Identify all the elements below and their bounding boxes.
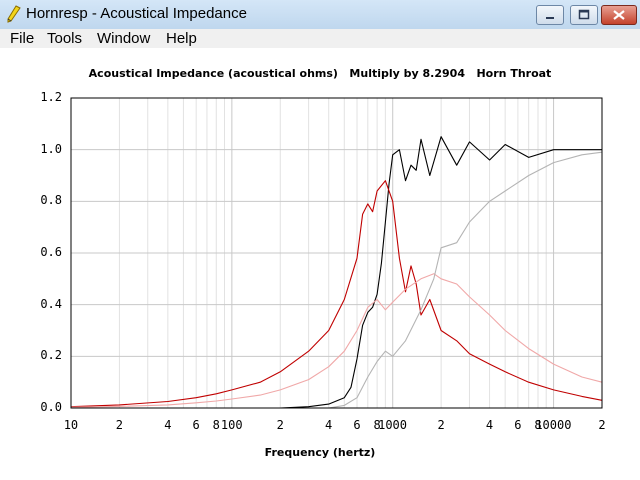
minimize-button[interactable] — [536, 5, 564, 25]
x-tick-label: 6 — [353, 418, 361, 432]
series-line-1 — [280, 136, 602, 409]
x-tick-label: 8 — [373, 418, 381, 432]
y-tick-label: 1.2 — [40, 90, 62, 104]
close-button[interactable] — [601, 5, 637, 25]
impedance-chart: Acoustical Impedance (acoustical ohms) M… — [0, 48, 640, 480]
x-tick-label: 2 — [598, 418, 606, 432]
x-tick-label: 2 — [437, 418, 445, 432]
x-tick-label: 10 — [63, 418, 79, 432]
x-tick-label: 2 — [276, 418, 284, 432]
x-tick-label: 8 — [534, 418, 542, 432]
chart-title: Acoustical Impedance (acoustical ohms) M… — [88, 67, 552, 80]
close-icon — [613, 10, 625, 20]
title-bar[interactable]: Hornresp - Acoustical Impedance — [0, 0, 640, 30]
chart-canvas — [70, 97, 603, 409]
x-tick-label: 4 — [485, 418, 494, 432]
x-tick-label: 2 — [115, 418, 123, 432]
x-axis-label: Frequency (hertz) — [264, 446, 376, 459]
menu-tools[interactable]: Tools — [47, 30, 83, 47]
y-tick-label: 0.2 — [40, 348, 62, 363]
y-tick-label: 0.4 — [40, 296, 62, 311]
x-tick-label: 8 — [212, 418, 220, 432]
menu-file[interactable]: File — [10, 30, 35, 47]
y-tick-label: 0.8 — [40, 193, 62, 208]
y-tick-label: 1.0 — [40, 141, 62, 156]
x-tick-label: 100 — [220, 418, 243, 432]
x-tick-label: 6 — [514, 418, 522, 432]
x-tick-label: 10000 — [535, 418, 572, 432]
x-tick-label: 6 — [192, 418, 200, 432]
menu-window[interactable]: Window — [97, 30, 151, 47]
y-tick-label: 0.0 — [40, 400, 62, 414]
series-line-3 — [70, 273, 603, 408]
maximize-button[interactable] — [570, 5, 598, 25]
minimize-icon — [546, 17, 554, 19]
menu-help[interactable]: Help — [166, 30, 197, 47]
series-line-2 — [70, 180, 603, 408]
y-tick-label: 0.6 — [40, 245, 62, 259]
menu-bar: File Tools Window Help — [0, 29, 640, 48]
series-line-4 — [328, 151, 603, 409]
window-title: Hornresp - Acoustical Impedance — [26, 5, 247, 22]
maximize-icon — [578, 9, 590, 20]
plot-frame — [70, 97, 603, 409]
x-tick-label: 4 — [325, 418, 333, 432]
x-tick-label: 4 — [164, 418, 172, 432]
x-tick-label: 1000 — [378, 418, 408, 432]
lightning-pencil-icon — [5, 5, 21, 23]
